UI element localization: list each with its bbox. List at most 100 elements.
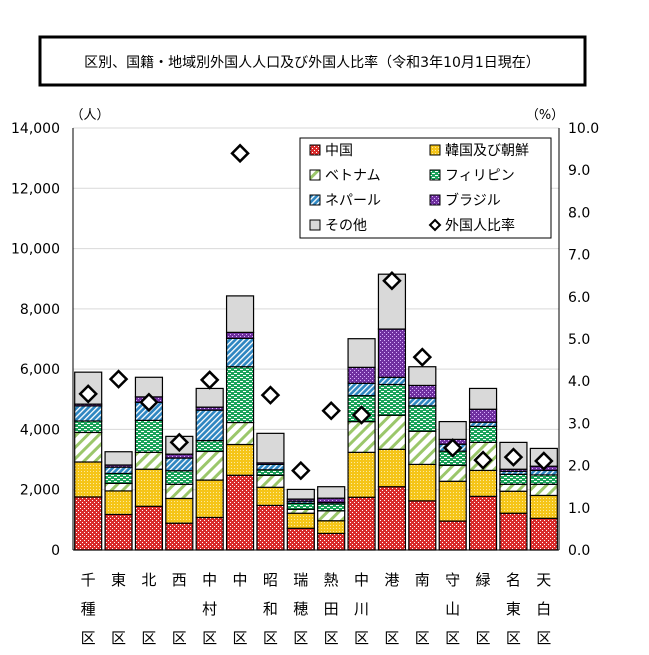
x-tick-label-char: 熱 (324, 571, 339, 589)
bar-その他 (347, 338, 376, 368)
x-tick-label-char: 和 (263, 600, 278, 618)
x-tick-label-char: 中 (233, 571, 248, 589)
bar-フィリピン (499, 473, 528, 485)
bar-ネパール (408, 397, 437, 407)
bar-ネパール (347, 382, 376, 397)
ratio-marker (351, 405, 372, 425)
bar-韓国及び朝鮮 (225, 443, 255, 476)
ratio-marker (412, 347, 433, 367)
bar-ベトナム (134, 451, 164, 470)
bar-ブラジル (317, 497, 346, 503)
x-tick-label-char: 村 (202, 600, 217, 618)
x-tick-label-char: 区 (324, 629, 339, 647)
bar-ベトナム (225, 421, 255, 446)
bar-ネパール (468, 421, 498, 428)
legend-label: その他 (325, 218, 367, 234)
legend-label: ブラジル (445, 192, 501, 209)
bar-フィリピン (317, 503, 346, 512)
bar-中国 (195, 516, 224, 551)
bar-ブラジル (225, 331, 255, 339)
bar-中国 (74, 496, 103, 551)
legend-swatch (429, 169, 441, 181)
x-tick-label-char: 中 (202, 571, 217, 589)
ratio-marker (78, 384, 98, 404)
chart-title: 区別、国籍・地域別外国人人口及び外国人比率（令和3年10月1日現在） (84, 54, 540, 71)
bar-中国 (225, 474, 255, 551)
bar-ベトナム (499, 483, 528, 492)
x-tick-label-char: 区 (81, 629, 96, 647)
ratio-marker (473, 450, 493, 470)
bar-フィリピン (286, 502, 315, 510)
y-tick-label: 0 (51, 543, 60, 559)
bar-中国 (286, 527, 315, 551)
bar-ブラジル (408, 384, 437, 399)
x-tick-label-char: 区 (506, 629, 521, 647)
ratio-marker (230, 143, 250, 164)
legend-box (299, 137, 552, 239)
bar-ネパール (256, 463, 285, 471)
legend-swatch (309, 219, 321, 231)
bar-ブラジル (377, 328, 407, 378)
bar-ベトナム (256, 474, 285, 488)
bar-中国 (134, 505, 164, 551)
x-tick-label-char: 港 (384, 571, 399, 589)
bar-韓国及び朝鮮 (74, 461, 103, 498)
bar-韓国及び朝鮮 (529, 494, 558, 519)
bar-中国 (529, 517, 558, 551)
x-tick-label-char: 区 (415, 629, 430, 647)
ratio-marker (291, 460, 311, 481)
y2-tick-label: 9.0 (568, 163, 590, 179)
y-tick-label: 2,000 (20, 483, 60, 499)
legend-marker-diamond (428, 218, 442, 232)
bar-フィリピン (225, 366, 255, 424)
bar-ネパール (74, 405, 103, 422)
y-axis-left-label: （人） (70, 108, 109, 123)
x-tick-label-char: 種 (81, 600, 96, 618)
x-tick-label-char: 東 (506, 600, 521, 618)
bar-ベトナム (104, 482, 133, 492)
y2-tick-label: 7.0 (568, 248, 590, 264)
x-tick-label-char: 中 (354, 571, 369, 589)
bar-韓国及び朝鮮 (377, 448, 407, 488)
y2-tick-label: 1.0 (568, 501, 590, 517)
x-tick-label-char: 区 (111, 629, 126, 647)
bar-中国 (104, 513, 133, 551)
x-tick-label-char: 山 (445, 600, 460, 618)
bar-中国 (165, 522, 194, 551)
bar-フィリピン (134, 419, 164, 453)
legend-label: 外国人比率 (445, 217, 515, 234)
x-tick-label-char: 区 (172, 629, 187, 647)
ratio-marker (260, 385, 281, 405)
bar-その他 (408, 366, 437, 387)
bar-韓国及び朝鮮 (347, 451, 376, 498)
y-tick-label: 12,000 (11, 181, 60, 197)
x-tick-label-char: 区 (384, 629, 399, 647)
bar-フィリピン (377, 383, 407, 416)
x-tick-label-char: 東 (111, 571, 126, 589)
x-tick-label-char: 南 (415, 571, 430, 589)
x-tick-label-char: 区 (141, 629, 156, 647)
bar-韓国及び朝鮮 (134, 468, 164, 507)
ratio-marker (442, 438, 463, 458)
x-tick-label-char: 区 (476, 629, 491, 647)
bar-中国 (408, 500, 437, 551)
bar-フィリピン (468, 425, 498, 443)
bar-韓国及び朝鮮 (256, 486, 285, 506)
legend-swatch (309, 194, 321, 206)
x-tick-label-char: 天 (536, 571, 551, 589)
legend-swatch (429, 144, 441, 156)
bar-ネパール (195, 409, 224, 442)
bar-韓国及び朝鮮 (499, 490, 528, 514)
x-tick-label-char: 北 (141, 571, 156, 589)
x-tick-label-char: 田 (324, 600, 339, 618)
x-tick-label-char: 白 (536, 600, 551, 618)
bar-ネパール (104, 466, 133, 475)
x-tick-label-char: 区 (354, 629, 369, 647)
legend-label: フィリピン (445, 168, 515, 184)
bar-その他 (286, 488, 315, 500)
ratio-marker (321, 400, 341, 421)
y2-tick-label: 6.0 (568, 290, 590, 306)
bar-ベトナム (347, 420, 376, 453)
bar-ブラジル (347, 366, 376, 384)
bar-その他 (317, 486, 346, 499)
